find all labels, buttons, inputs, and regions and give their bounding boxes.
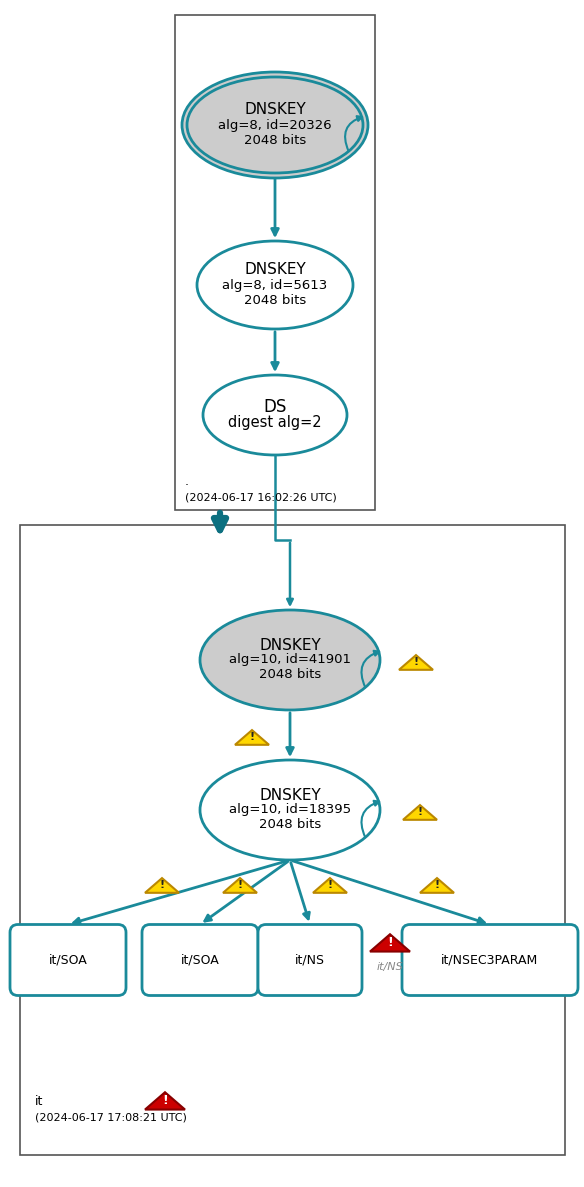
Text: DNSKEY: DNSKEY: [259, 787, 321, 802]
Text: it/SOA: it/SOA: [48, 953, 88, 966]
FancyBboxPatch shape: [258, 925, 362, 996]
Text: alg=10, id=41901: alg=10, id=41901: [229, 654, 351, 666]
Text: DNSKEY: DNSKEY: [244, 102, 306, 118]
Polygon shape: [399, 655, 433, 669]
Polygon shape: [313, 878, 347, 893]
Text: !: !: [413, 656, 419, 667]
Text: it/NS: it/NS: [295, 953, 325, 966]
Text: 2048 bits: 2048 bits: [244, 293, 306, 306]
Polygon shape: [145, 878, 179, 893]
Text: DS: DS: [263, 399, 287, 417]
Text: digest alg=2: digest alg=2: [228, 415, 322, 430]
Bar: [20, 525, 565, 1155]
Ellipse shape: [187, 77, 363, 173]
Text: it/NSEC3PARAM: it/NSEC3PARAM: [442, 953, 538, 966]
Ellipse shape: [197, 241, 353, 329]
Text: !: !: [159, 880, 165, 890]
Text: !: !: [387, 935, 393, 948]
Text: it/NS: it/NS: [377, 961, 404, 972]
Text: .: .: [185, 475, 189, 488]
Text: !: !: [418, 807, 423, 817]
FancyBboxPatch shape: [142, 925, 258, 996]
Bar: [175, 15, 375, 510]
Text: alg=8, id=5613: alg=8, id=5613: [223, 279, 328, 292]
Polygon shape: [420, 878, 454, 893]
Text: !: !: [328, 880, 332, 890]
FancyBboxPatch shape: [402, 925, 578, 996]
Polygon shape: [235, 730, 269, 744]
Polygon shape: [370, 934, 410, 952]
Polygon shape: [145, 1092, 185, 1110]
Text: DNSKEY: DNSKEY: [244, 262, 306, 278]
Polygon shape: [403, 805, 437, 820]
Text: it/SOA: it/SOA: [180, 953, 220, 966]
Ellipse shape: [182, 72, 368, 178]
Text: !: !: [249, 731, 255, 742]
Polygon shape: [223, 878, 257, 893]
Text: 2048 bits: 2048 bits: [244, 133, 306, 146]
Text: 2048 bits: 2048 bits: [259, 819, 321, 832]
Text: DNSKEY: DNSKEY: [259, 637, 321, 653]
Text: alg=8, id=20326: alg=8, id=20326: [218, 119, 332, 132]
Text: alg=10, id=18395: alg=10, id=18395: [229, 804, 351, 817]
Text: (2024-06-17 17:08:21 UTC): (2024-06-17 17:08:21 UTC): [35, 1112, 187, 1122]
Ellipse shape: [203, 375, 347, 455]
Text: !: !: [238, 880, 242, 890]
Text: !: !: [434, 880, 440, 890]
FancyBboxPatch shape: [10, 925, 126, 996]
Text: (2024-06-17 16:02:26 UTC): (2024-06-17 16:02:26 UTC): [185, 491, 337, 502]
Text: it: it: [35, 1094, 43, 1107]
Text: 2048 bits: 2048 bits: [259, 668, 321, 681]
Ellipse shape: [200, 760, 380, 861]
Ellipse shape: [200, 610, 380, 710]
Text: !: !: [162, 1093, 168, 1106]
